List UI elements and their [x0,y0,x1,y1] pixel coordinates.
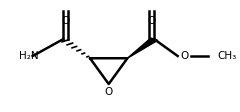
Text: CH₃: CH₃ [217,51,237,61]
Polygon shape [127,38,158,58]
Text: O: O [180,51,189,61]
Text: O: O [62,16,70,26]
Text: O: O [148,16,156,26]
Text: H₂N: H₂N [19,51,38,61]
Text: O: O [105,87,113,97]
